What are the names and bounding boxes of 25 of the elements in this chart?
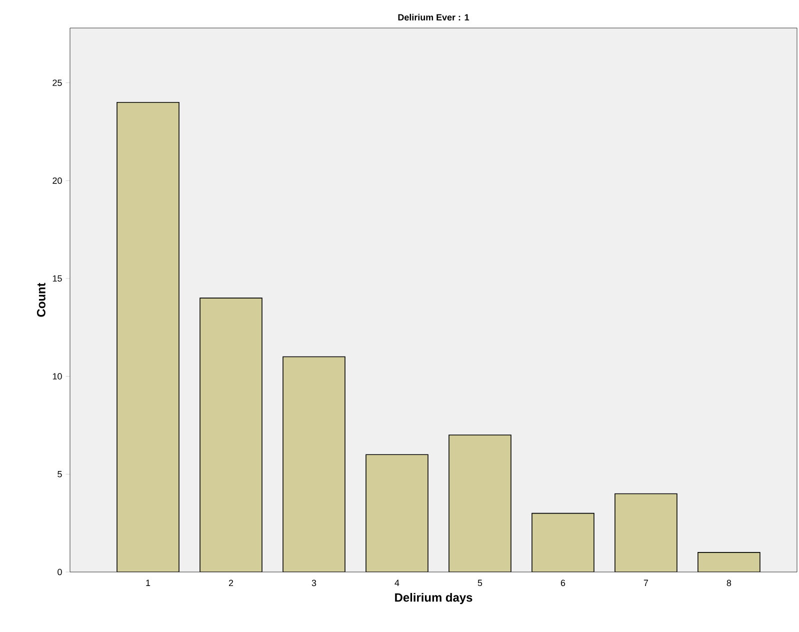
bar	[117, 102, 180, 572]
y-tick-label: 10	[52, 373, 62, 380]
chart-title: Delirium Ever : 1	[398, 14, 470, 20]
y-tick-label: 0	[58, 568, 62, 576]
x-tick-label: 4	[394, 580, 400, 586]
y-tick-label: 25	[52, 80, 62, 86]
y-axis-title: Count	[36, 282, 46, 317]
x-tick-label: 7	[644, 580, 648, 586]
x-tick-label: 6	[560, 580, 566, 586]
bar	[448, 435, 511, 572]
x-tick-label: 1	[146, 580, 150, 586]
x-tick-label: 8	[726, 580, 732, 586]
bar	[200, 298, 262, 572]
bar	[614, 494, 677, 572]
x-tick-label: 3	[312, 580, 316, 586]
bar	[366, 454, 428, 572]
bar	[698, 552, 760, 572]
x-tick-label: 2	[228, 580, 234, 586]
bar	[532, 513, 594, 572]
y-tick-label: 15	[52, 275, 62, 282]
bar	[282, 356, 345, 572]
x-axis-title: Delirium days	[395, 592, 472, 604]
y-tick-label: 5	[58, 471, 62, 478]
y-tick-label: 20	[52, 177, 62, 184]
x-tick-label: 5	[478, 580, 482, 586]
